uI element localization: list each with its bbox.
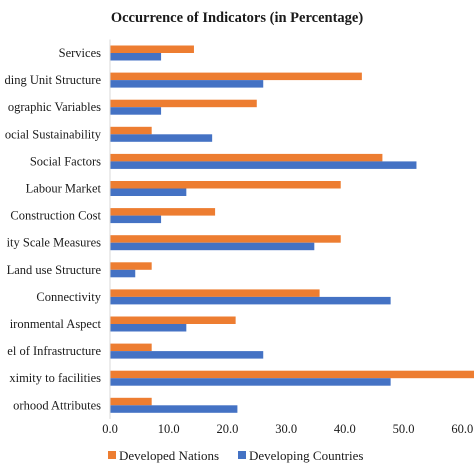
bar-developing-countries [110,296,391,305]
bar-developing-countries [110,378,391,386]
bar-developed-nations [110,181,341,189]
bar-developing-countries [110,405,238,413]
x-tick-label: 60.0 [451,422,473,436]
category-label: Land use Structure [7,263,102,277]
bar-developing-countries [110,188,187,196]
bar-developing-countries [110,80,264,88]
x-tick-label: 20.0 [216,422,238,436]
bar-developed-nations [110,289,320,297]
bar-developed-nations [110,316,236,324]
category-label: ity Scale Measures [7,236,102,250]
bar-developing-countries [110,107,162,115]
category-label: Social Factors [30,154,101,168]
category-label: el of Infrastructure [7,344,101,358]
category-label: ironmental Aspect [10,317,102,331]
bar-developing-countries [110,269,136,278]
bar-developed-nations [110,126,152,135]
legend-swatch [238,451,246,459]
category-label: ographic Variables [8,100,101,114]
bar-developed-nations [110,397,152,406]
bars [110,45,474,413]
legend: Developed Nations Developing Countries [108,448,363,463]
bar-developing-countries [110,134,213,142]
bar-developing-countries [110,242,315,251]
bar-developing-countries [110,161,417,169]
category-label: Labour Market [26,182,102,196]
bar-developed-nations [110,72,362,81]
x-tick-label: 0.0 [102,422,118,436]
bar-developed-nations [110,45,194,53]
bar-developing-countries [110,324,187,332]
category-label: Connectivity [36,290,101,304]
legend-label: Developed Nations [119,448,219,463]
legend-swatch [108,451,116,459]
legend-label: Developing Countries [249,448,363,463]
category-labels: Services ding Unit Structure ographic Vari… [4,46,101,412]
bar-developed-nations [110,208,216,216]
bar-developed-nations [110,370,474,379]
bar-developed-nations [110,153,383,162]
category-label: ding Unit Structure [4,73,101,87]
bar-developing-countries [110,351,264,359]
bar-developing-countries [110,53,162,61]
x-tick-labels: 0.0 10.0 20.0 30.0 40.0 50.0 60.0 [102,422,473,436]
x-tick-label: 40.0 [334,422,356,436]
bar-developed-nations [110,99,257,108]
bar-developed-nations [110,235,341,243]
category-label: ximity to facilities [9,371,101,385]
category-label: Construction Cost [10,209,101,223]
x-tick-label: 10.0 [158,422,180,436]
category-label: orhood Attributes [13,398,101,412]
bar-developed-nations [110,343,152,352]
category-label: Services [59,46,101,60]
x-tick-label: 30.0 [275,422,297,436]
chart-title: Occurrence of Indicators (in Percentage) [111,10,364,26]
bar-developing-countries [110,215,162,224]
x-tick-label: 50.0 [393,422,415,436]
category-label: ocial Sustainability [5,127,102,141]
bar-developed-nations [110,262,152,270]
